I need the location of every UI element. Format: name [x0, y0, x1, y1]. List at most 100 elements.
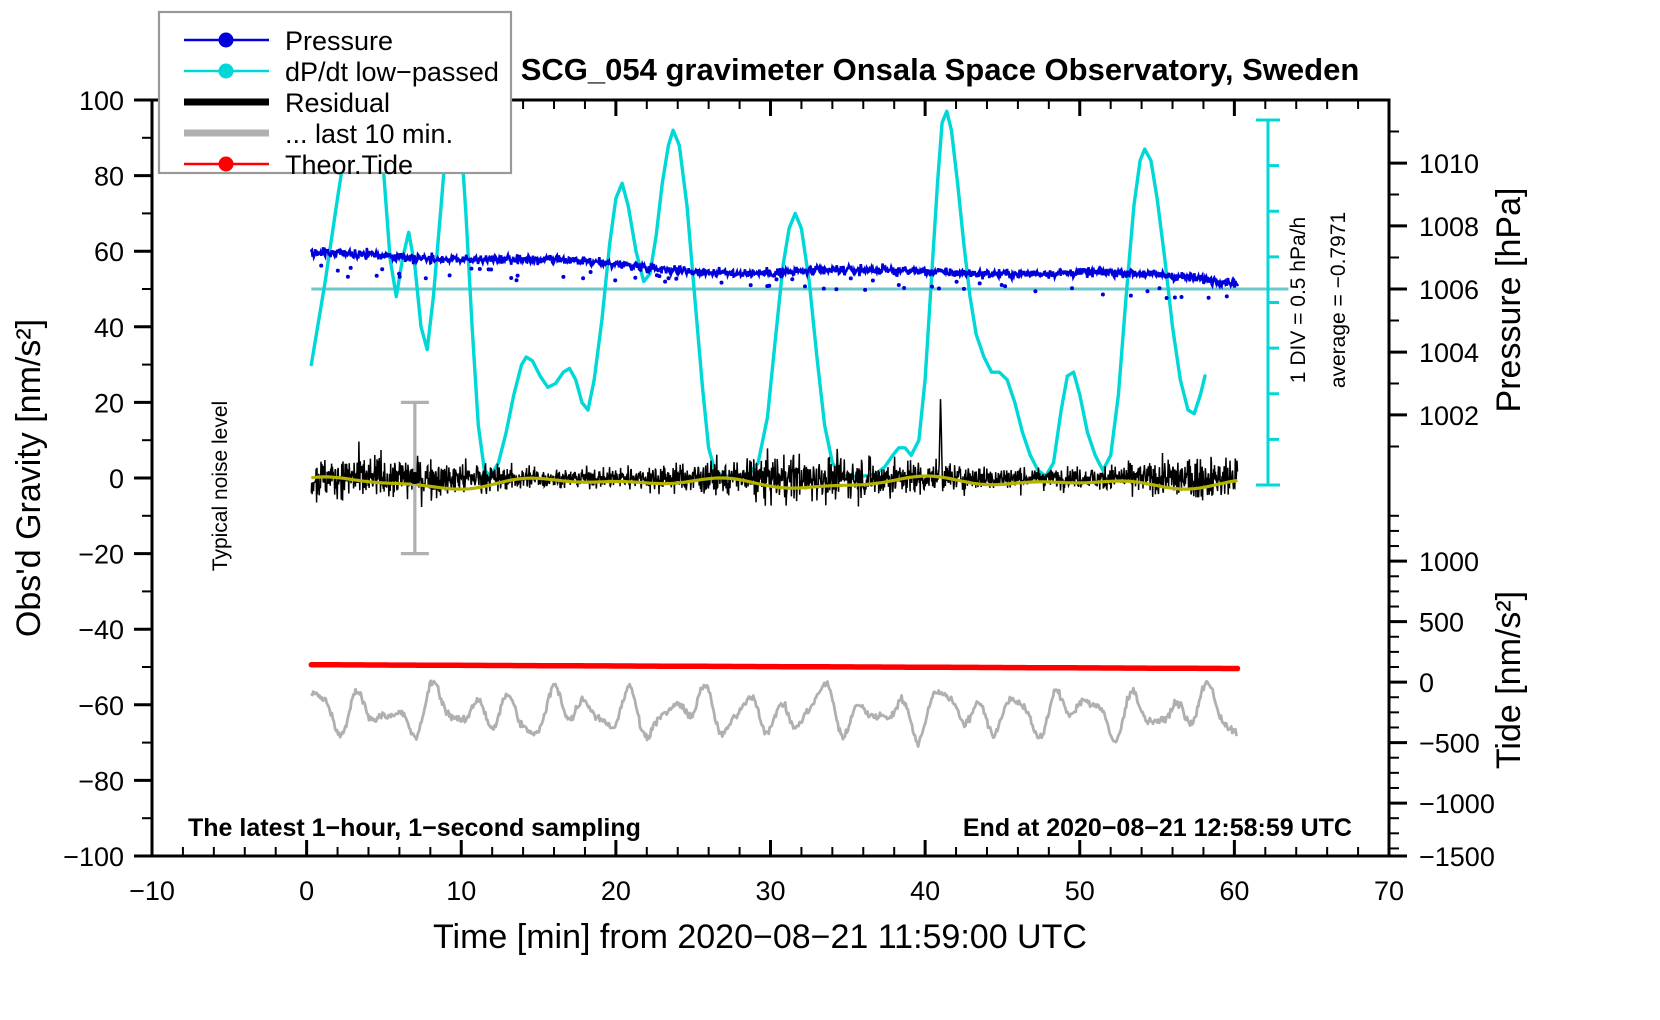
pressure-point — [930, 284, 934, 289]
pressure-point — [977, 281, 982, 286]
pressure-point — [588, 270, 593, 274]
legend-label: ... last 10 min. — [285, 119, 453, 149]
pressure-point — [509, 276, 514, 280]
pressure-point — [1172, 295, 1177, 300]
pressure-point — [821, 286, 826, 291]
y-tick-label: −40 — [78, 615, 124, 645]
theor-tide-line — [308, 661, 1241, 672]
pressure-point — [896, 283, 901, 287]
legend-marker-dot — [218, 156, 234, 172]
pressure-point — [1179, 295, 1184, 299]
pressure-point — [666, 276, 671, 281]
x-tick-label: 0 — [299, 876, 314, 906]
pressure-tick-label: 1004 — [1419, 338, 1479, 368]
pressure-point — [834, 287, 839, 292]
x-tick-label: 60 — [1219, 876, 1249, 906]
x-axis: −10 0 10 20 30 40 50 60 70 — [129, 100, 1404, 906]
pressure-point — [633, 275, 638, 280]
data-layer — [308, 100, 1289, 748]
pressure-point — [1224, 294, 1229, 299]
dpdt-average-label: average = −0.7971 — [1327, 212, 1350, 388]
pressure-point — [374, 273, 379, 278]
pressure-point — [870, 278, 875, 283]
pressure-point — [674, 276, 679, 281]
tide-tick-label: −1500 — [1419, 842, 1495, 872]
tide-tick-label: 0 — [1419, 668, 1434, 698]
pressure-point — [514, 278, 519, 283]
y-axis-pressure: 1010 1008 1006 1004 1002 — [1389, 130, 1479, 448]
y-tick-label: 40 — [94, 313, 124, 343]
page-title: SCG_054 gravimeter Onsala Space Observat… — [521, 52, 1360, 87]
pressure-point — [848, 276, 853, 281]
pressure-point — [348, 265, 353, 270]
legend-label: Pressure — [285, 26, 393, 56]
pressure-point — [447, 273, 452, 278]
tide-tick-label: 500 — [1419, 608, 1464, 638]
legend-label: Theor.Tide — [285, 150, 413, 180]
y-axis-tide: 1000 500 0 −500 −1000 −1500 — [1389, 514, 1495, 872]
legend-pressure[interactable]: Pressure — [184, 26, 393, 56]
pressure-point — [1157, 286, 1162, 291]
legend-label: dP/dt low−passed — [285, 57, 499, 87]
pressure-point — [719, 280, 724, 285]
dpdt-line — [309, 100, 1207, 478]
noise-bar-dot — [408, 472, 421, 484]
pressure-point — [1100, 292, 1105, 297]
pressure-tick-label: 1006 — [1419, 275, 1479, 305]
y-axis-gravity: 100 80 60 40 20 0 −20 −40 −60 −80 −100 — [63, 86, 152, 872]
y-tick-label: 80 — [94, 162, 124, 192]
legend-label: Residual — [285, 88, 390, 118]
pressure-scatter — [309, 246, 1239, 290]
pressure-tick-label: 1002 — [1419, 401, 1479, 431]
pressure-point — [561, 274, 566, 279]
y-axis-title-tide: Tide [nm/s²] — [1490, 591, 1528, 769]
legend-last10[interactable]: ... last 10 min. — [184, 119, 453, 149]
y-tick-label: −60 — [78, 691, 124, 721]
last-10-min-line — [310, 679, 1238, 748]
pressure-point — [335, 268, 340, 273]
pressure-point — [961, 286, 966, 291]
pressure-point — [469, 266, 474, 271]
pressure-point — [613, 278, 618, 283]
pressure-point — [1206, 295, 1211, 300]
legend-residual[interactable]: Residual — [184, 88, 390, 118]
pressure-point — [397, 271, 402, 276]
series-dpdt — [309, 100, 1207, 478]
typical-noise-level-bar — [400, 400, 429, 556]
legend-tide[interactable]: Theor.Tide — [184, 150, 413, 180]
pressure-point — [1070, 286, 1074, 291]
pressure-point — [902, 286, 907, 290]
residual-smoothed-line — [311, 474, 1238, 491]
tide-tick-label: 1000 — [1419, 547, 1479, 577]
series-last-10-min — [310, 679, 1238, 748]
footer-left-text: The latest 1−hour, 1−second sampling — [188, 814, 641, 842]
x-tick-label: −10 — [129, 876, 175, 906]
legend-marker-dot — [218, 63, 234, 79]
pressure-point — [1003, 284, 1008, 289]
pressure-point — [423, 276, 428, 281]
x-tick-label: 10 — [446, 876, 476, 906]
pressure-point — [1164, 296, 1169, 300]
x-tick-label: 40 — [910, 876, 940, 906]
pressure-point — [380, 267, 385, 272]
dpdt-scale-bar — [1256, 118, 1280, 487]
pressure-point — [748, 283, 753, 288]
pressure-point — [319, 263, 324, 268]
pressure-point — [1033, 289, 1038, 294]
residual-line — [310, 399, 1239, 508]
pressure-point — [999, 283, 1004, 287]
pressure-tick-label: 1010 — [1419, 149, 1479, 179]
legend-dpdt[interactable]: dP/dt low−passed — [184, 57, 499, 87]
pressure-point — [581, 276, 586, 281]
pressure-point — [790, 277, 795, 282]
legend-marker-dot — [218, 32, 234, 48]
pressure-point — [803, 284, 807, 289]
y-tick-label: 0 — [109, 464, 124, 494]
pressure-tick-label: 1008 — [1419, 212, 1479, 242]
dpdt-scale-div-label: 1 DIV = 0.5 hPa/h — [1287, 217, 1310, 383]
pressure-point — [486, 267, 491, 272]
pressure-point — [1145, 289, 1150, 294]
pressure-point — [515, 273, 520, 278]
pressure-point — [765, 284, 770, 289]
